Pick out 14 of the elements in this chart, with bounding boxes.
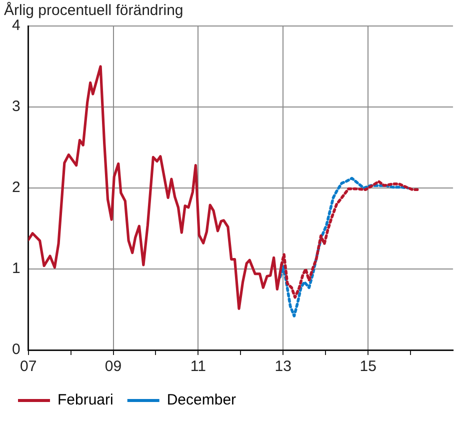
y-tick-label: 3 — [12, 98, 20, 116]
x-tick-label: 13 — [274, 358, 292, 376]
chart-title: Årlig procentuell förändring — [4, 1, 184, 20]
line-series — [278, 176, 410, 318]
y-tick-label: 1 — [12, 260, 20, 278]
x-tick-label: 09 — [104, 358, 122, 376]
legend-label: December — [166, 392, 236, 409]
y-tick-label: 0 — [12, 341, 20, 358]
y-tick-label: 2 — [12, 179, 20, 196]
x-tick-label: 15 — [360, 358, 376, 376]
legend-label: Februari — [58, 392, 114, 409]
y-tick-label: 4 — [12, 17, 20, 34]
x-tick-label: 07 — [20, 358, 37, 376]
x-tick-label: 11 — [190, 358, 206, 376]
